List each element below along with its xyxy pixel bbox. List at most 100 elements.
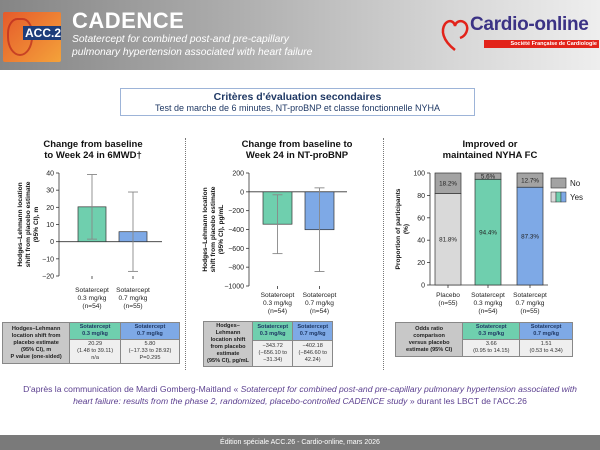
table-label-line: (95% CI), pg/mL: [207, 358, 249, 364]
table-value-cell: 3.66 (0.95 to 14.15): [462, 339, 521, 357]
legend-swatch-yes: [555, 191, 562, 203]
table-label-line: Odds ratio: [415, 325, 444, 332]
table-header-row: Hodges– Lehmann location shift from placebo…: [202, 321, 333, 367]
y-axis-label: (95% CI), m: [33, 207, 40, 243]
section-subtitle: Test de marche de 6 minutes, NT-proBNP e…: [155, 103, 440, 113]
y-axis-label: Hodges–Lehmann location: [17, 182, 24, 266]
section-heading-box: Critères d'évaluation secondaires Test d…: [120, 88, 475, 116]
table-value-line: (−656.10 to −31.34): [258, 349, 287, 363]
y-tick-label: 10: [46, 222, 54, 229]
y-axis-label: (%): [403, 224, 410, 234]
table-label-line: Hodges–Lehmann: [11, 325, 61, 332]
y-tick-label: −20: [42, 274, 54, 281]
y-axis-label: Proportion of participants: [395, 188, 402, 269]
y-tick-label: 20: [46, 205, 54, 212]
bar-no: [434, 172, 462, 194]
y-tick-label: −10: [42, 256, 54, 263]
results-table-ntprobnp: Hodges– Lehmann location shift from placebo…: [202, 321, 333, 368]
x-category-label: Sotatercept: [261, 292, 295, 299]
x-category-label: Sotatercept: [75, 287, 109, 294]
x-category-label: 0.3 mg/kg: [474, 300, 503, 307]
chart-title: Change from baseline to: [242, 139, 353, 150]
legend-swatch-no: [550, 177, 567, 189]
chart-title: Improved or: [463, 139, 518, 150]
x-category-label: 0.3 mg/kg: [263, 300, 292, 307]
cardio-online-logo: Cardio-online: [470, 14, 589, 35]
footer-bar: Édition spéciale ACC.26 - Cardio-online,…: [0, 435, 600, 450]
y-tick-label: −600: [228, 246, 244, 253]
y-tick-label: 40: [417, 238, 425, 245]
y-tick-label: 30: [46, 188, 54, 195]
table-header-line: 0.3 mg/kg: [259, 330, 286, 337]
table-header-line: Sotatercept: [79, 324, 111, 330]
x-category-label: (n=55): [123, 303, 142, 310]
table-value-cell: −343.72 (−656.10 to −31.34): [252, 339, 294, 368]
table-value-row: 3.66 (0.95 to 14.15) 1.51 (0.53 to 4.34): [396, 339, 573, 357]
legend-label-yes: Yes: [570, 193, 583, 202]
table-column-header: Sotatercept 0.3 mg/kg: [252, 321, 294, 341]
y-tick-label: −1000: [224, 284, 244, 291]
bar-yes: [474, 178, 502, 286]
bar-yes: [516, 186, 544, 286]
table-row-label: Hodges–Lehmann location shift from placebo…: [1, 322, 71, 364]
table-value-line: 1.51: [540, 341, 552, 347]
table-label-line: location shift from: [11, 332, 61, 339]
y-tick-label: 100: [413, 171, 425, 178]
table-value-cell: 20.29 (1.48 to 39.11) n/a: [69, 339, 121, 364]
table-label-line: from placebo: [210, 344, 246, 350]
y-tick-label: 0: [50, 239, 54, 246]
y-tick-label: −400: [228, 227, 244, 234]
y-tick-label: 60: [417, 215, 425, 222]
table-value-line: (0.95 to 14.15): [473, 348, 510, 354]
x-category-label: 0.3 mg/kg: [78, 295, 107, 302]
table-header-line: Sotatercept: [257, 323, 289, 330]
table-label-line: comparison: [413, 332, 445, 339]
x-category-label: Sotatercept: [513, 292, 547, 299]
y-tick-label: 0: [240, 189, 244, 196]
x-category-label: (n=54): [82, 303, 101, 310]
table-value-line: P=0.295: [139, 355, 161, 361]
table-row-label: Odds ratio comparison versus placebo estima…: [394, 322, 464, 357]
chart-title: Week 24 in NT-proBNP: [246, 150, 349, 161]
table-value-line: (0.53 to 4.34): [529, 348, 563, 354]
reference-prefix: D'après la communication de Mardi Gomber…: [23, 384, 241, 394]
table-header-line: 0.7 mg/kg: [137, 331, 163, 337]
table-value-line: 20.29: [88, 341, 103, 347]
y-axis-label: Hodges–Lehmann location: [202, 187, 209, 271]
x-category-label: 0.7 mg/kg: [305, 300, 334, 307]
subtitle-line-2: pulmonary hypertension associated with h…: [72, 46, 313, 58]
bar-no: [474, 172, 502, 180]
table-header-line: 0.3 mg/kg: [478, 331, 505, 337]
y-axis-label: shift from placebo estimate: [210, 186, 217, 272]
table-header-line: Sotatercept: [297, 323, 329, 330]
table-value-cell: −402.18 (−846.60 to 42.24): [292, 339, 333, 368]
table-header-row: Odds ratio comparison versus placebo estima…: [394, 322, 573, 357]
y-tick-label: 80: [417, 193, 425, 200]
legend-swatch-yes: [560, 191, 567, 203]
acc-26-logo: ACC.26: [3, 12, 61, 62]
table-value-line: −402.18: [302, 342, 323, 349]
table-value-cell: 5.80 (−17.33 to 28.92) P=0.295: [119, 339, 181, 364]
legend-swatch-yes: [550, 191, 557, 203]
bar-label-yes: 87.3%: [521, 234, 539, 241]
table-value-line: (−17.33 to 28.92): [128, 348, 172, 354]
y-tick-label: 20: [417, 260, 425, 267]
table-value-line: 3.66: [485, 341, 497, 347]
study-title: CADENCE: [72, 8, 185, 33]
table-value-line: −343.72: [262, 342, 283, 349]
table-value-cell: 1.51 (0.53 to 4.34): [519, 339, 573, 357]
panel-divider: [185, 138, 186, 370]
y-axis-label: shift from placebo estimate: [25, 181, 32, 267]
table-header-line: 0.3 mg/kg: [82, 331, 108, 337]
bar-label-yes: 81.8%: [439, 237, 457, 244]
table-value-line: (1.48 to 39.11): [77, 348, 114, 354]
table-value-line: (−846.60 to 42.24): [298, 349, 327, 363]
y-tick-label: −200: [228, 208, 244, 215]
bar-yes: [434, 193, 462, 286]
x-category-label: (n=54): [478, 308, 497, 315]
legend-label-no: No: [570, 179, 581, 188]
study-subtitle: Sotatercept for combined post-and pre-ca…: [72, 34, 312, 59]
panel-divider: [383, 138, 384, 370]
table-label-line: (95% CI), m: [21, 346, 52, 353]
